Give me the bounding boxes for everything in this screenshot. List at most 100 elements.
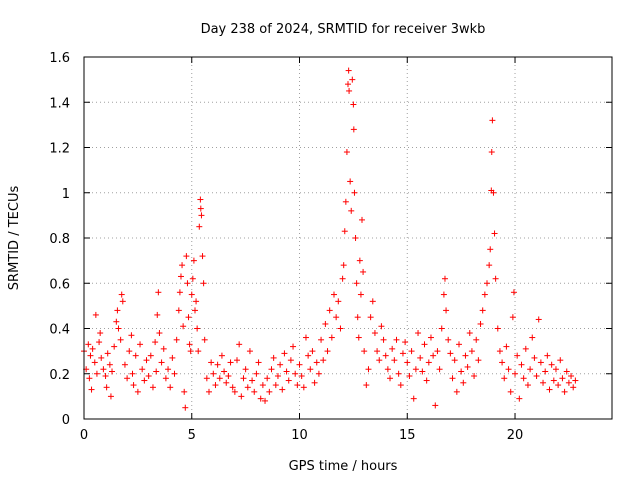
data-point bbox=[425, 359, 432, 366]
data-point bbox=[143, 357, 150, 364]
data-point bbox=[548, 361, 555, 368]
data-point bbox=[555, 382, 562, 389]
data-point bbox=[287, 357, 294, 364]
data-point bbox=[227, 359, 234, 366]
data-point bbox=[499, 359, 506, 366]
data-point bbox=[104, 350, 111, 357]
data-point bbox=[234, 357, 241, 364]
data-point bbox=[216, 375, 223, 382]
data-point bbox=[387, 375, 394, 382]
data-point bbox=[380, 336, 387, 343]
data-point bbox=[218, 352, 225, 359]
data-point bbox=[518, 361, 525, 368]
data-point bbox=[389, 345, 396, 352]
data-point bbox=[378, 323, 385, 330]
data-point bbox=[88, 386, 95, 393]
data-point bbox=[529, 334, 536, 341]
data-point bbox=[412, 366, 419, 373]
data-point bbox=[487, 246, 494, 253]
data-point bbox=[158, 359, 165, 366]
data-point bbox=[326, 307, 333, 314]
data-point bbox=[535, 316, 542, 323]
data-point bbox=[102, 373, 109, 380]
data-point bbox=[351, 189, 358, 196]
data-point bbox=[189, 275, 196, 282]
data-point bbox=[121, 361, 128, 368]
data-point bbox=[109, 368, 116, 375]
data-point bbox=[490, 189, 497, 196]
data-point bbox=[406, 373, 413, 380]
data-point bbox=[259, 382, 266, 389]
data-point bbox=[177, 273, 184, 280]
data-point bbox=[563, 368, 570, 375]
data-point bbox=[205, 388, 212, 395]
data-point bbox=[210, 370, 217, 377]
data-point bbox=[345, 67, 352, 74]
data-point bbox=[367, 314, 374, 321]
data-point bbox=[531, 354, 538, 361]
data-point bbox=[132, 352, 139, 359]
data-point bbox=[352, 235, 359, 241]
data-point bbox=[167, 384, 174, 391]
x-axis-label: GPS time / hours bbox=[289, 459, 398, 474]
data-point bbox=[279, 386, 286, 393]
data-point bbox=[221, 368, 228, 375]
data-point bbox=[455, 341, 462, 348]
data-point bbox=[318, 336, 325, 343]
data-point bbox=[568, 373, 575, 380]
data-point bbox=[550, 377, 557, 384]
data-point bbox=[113, 318, 120, 325]
data-point bbox=[124, 375, 131, 382]
data-point bbox=[339, 275, 346, 282]
data-point bbox=[240, 375, 247, 382]
data-point bbox=[341, 228, 348, 235]
data-point bbox=[274, 373, 281, 380]
plot-frame bbox=[83, 56, 613, 420]
data-point bbox=[181, 388, 188, 395]
data-point bbox=[572, 377, 579, 384]
data-points bbox=[81, 67, 579, 411]
data-point bbox=[214, 361, 221, 368]
data-point bbox=[179, 262, 186, 269]
data-point bbox=[141, 377, 148, 384]
data-point bbox=[494, 325, 501, 332]
data-point bbox=[97, 330, 104, 337]
data-point bbox=[522, 345, 529, 352]
data-point bbox=[359, 216, 366, 223]
data-point bbox=[542, 368, 549, 375]
data-point bbox=[397, 382, 404, 389]
data-point bbox=[451, 357, 458, 364]
chart-title: Day 238 of 2024, SRMTID for receiver 3wk… bbox=[201, 22, 486, 37]
data-point bbox=[540, 379, 547, 386]
data-point bbox=[354, 314, 361, 321]
x-tick-label: 5 bbox=[188, 428, 196, 443]
data-point bbox=[330, 291, 337, 298]
data-point bbox=[292, 370, 299, 377]
data-point bbox=[447, 350, 454, 357]
data-point bbox=[505, 366, 512, 373]
data-point bbox=[360, 268, 367, 275]
data-point bbox=[507, 388, 514, 395]
data-point bbox=[98, 354, 105, 361]
data-point bbox=[86, 375, 93, 382]
data-point bbox=[466, 330, 473, 337]
data-point bbox=[503, 343, 510, 350]
y-tick-label: 0.6 bbox=[49, 277, 70, 292]
data-point bbox=[106, 361, 113, 368]
data-point bbox=[200, 280, 207, 287]
data-point bbox=[139, 366, 146, 373]
data-point bbox=[169, 354, 176, 361]
data-point bbox=[242, 366, 249, 373]
data-point bbox=[147, 352, 154, 359]
data-point bbox=[194, 325, 201, 332]
data-point bbox=[363, 382, 370, 389]
data-point bbox=[251, 388, 258, 395]
data-point bbox=[137, 341, 144, 348]
data-point bbox=[107, 393, 114, 400]
data-point bbox=[462, 352, 469, 359]
data-point bbox=[231, 388, 238, 395]
data-point bbox=[270, 354, 277, 361]
data-point bbox=[203, 375, 210, 382]
data-point bbox=[440, 291, 447, 298]
y-tick-label: 1.2 bbox=[49, 142, 70, 157]
